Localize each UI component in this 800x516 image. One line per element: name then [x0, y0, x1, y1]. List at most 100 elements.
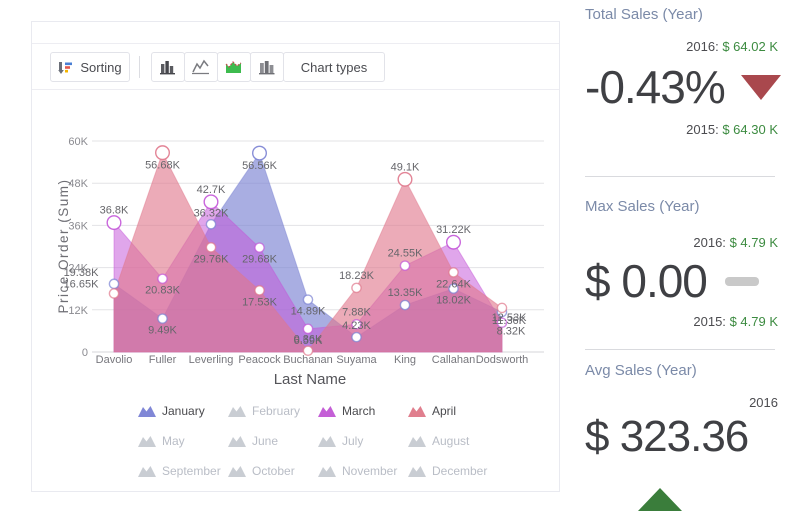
- svg-text:19.38K: 19.38K: [64, 267, 100, 279]
- svg-text:Callahan: Callahan: [432, 354, 475, 366]
- svg-text:9.49K: 9.49K: [148, 325, 177, 337]
- svg-text:56.68K: 56.68K: [145, 160, 181, 172]
- legend-item-april[interactable]: April: [408, 396, 498, 426]
- svg-text:14.89K: 14.89K: [291, 306, 327, 318]
- area-series-icon: [228, 466, 246, 477]
- kpi-current-year-value: 2016: $ 64.02 K: [585, 39, 778, 54]
- area-series-icon: [228, 436, 246, 447]
- svg-text:0: 0: [82, 347, 88, 359]
- legend-label: November: [342, 464, 398, 478]
- legend-item-june[interactable]: June: [228, 426, 318, 456]
- sorting-button[interactable]: Sorting: [50, 52, 130, 82]
- svg-text:18.23K: 18.23K: [339, 270, 375, 282]
- svg-text:Fuller: Fuller: [149, 354, 177, 366]
- svg-text:36.32K: 36.32K: [194, 207, 230, 219]
- kpi-panel: Total Sales (Year) 2016: $ 64.02 K -0.43…: [585, 0, 781, 516]
- stacked-column-chart-type-button[interactable]: [250, 52, 284, 82]
- svg-text:8.32K: 8.32K: [497, 326, 526, 338]
- legend-label: October: [252, 464, 295, 478]
- svg-text:36.8K: 36.8K: [100, 205, 129, 217]
- svg-text:Suyama: Suyama: [336, 354, 377, 366]
- legend-label: August: [432, 434, 470, 448]
- legend-item-march[interactable]: March: [318, 396, 408, 426]
- svg-text:12K: 12K: [68, 305, 88, 317]
- sorting-icon: [58, 61, 73, 74]
- kpi-title: Max Sales (Year): [585, 198, 700, 215]
- svg-text:Leverling: Leverling: [189, 354, 234, 366]
- area-series-icon: [318, 436, 336, 447]
- sorting-label: Sorting: [80, 59, 122, 75]
- legend-item-february[interactable]: February: [228, 396, 318, 426]
- legend-item-november[interactable]: November: [318, 456, 408, 486]
- kpi-title: Avg Sales (Year): [585, 362, 697, 379]
- area-series-icon: [318, 406, 336, 417]
- legend-label: April: [432, 404, 457, 418]
- column-chart-icon: [159, 61, 175, 75]
- legend-item-october[interactable]: October: [228, 456, 318, 486]
- kpi-big-value: -0.43%: [585, 61, 726, 113]
- kpi-year-label: 2016: [749, 395, 778, 410]
- card-header: [32, 22, 559, 44]
- chart-types-button[interactable]: Chart types: [283, 52, 385, 82]
- svg-text:Dodsworth: Dodsworth: [476, 354, 529, 366]
- svg-text:18.02K: 18.02K: [436, 295, 472, 307]
- area-chart-icon: [225, 61, 242, 73]
- svg-text:7.88K: 7.88K: [342, 306, 371, 318]
- legend-item-january[interactable]: January: [138, 396, 228, 426]
- svg-text:Buchanan: Buchanan: [283, 354, 333, 366]
- area-series-icon: [228, 406, 246, 417]
- svg-text:24.55K: 24.55K: [388, 248, 424, 260]
- svg-text:17.53K: 17.53K: [242, 296, 278, 308]
- kpi-divider: [585, 176, 775, 177]
- kpi-previous-year-value: 2015: $ 64.30 K: [585, 122, 778, 137]
- svg-text:13.35K: 13.35K: [388, 287, 424, 299]
- svg-text:29.68K: 29.68K: [242, 254, 278, 266]
- stacked-column-chart-icon: [258, 61, 274, 75]
- svg-text:6.59K: 6.59K: [294, 335, 323, 347]
- area-chart-type-button[interactable]: [217, 52, 251, 82]
- area-series-icon: [138, 466, 156, 477]
- legend-label: February: [252, 404, 301, 418]
- sales-area-chart[interactable]: 0 12K 24K 36K 48K 60K Price Order (Sum)19.38K 9…: [32, 90, 560, 392]
- chart-card: Sorting: [31, 21, 560, 492]
- kpi-big-value: $ 323.36: [585, 412, 749, 461]
- legend-label: March: [342, 404, 376, 418]
- kpi-year-amount: $ 64.02 K: [722, 39, 778, 54]
- svg-text:11.36K: 11.36K: [492, 315, 527, 327]
- kpi-big-value: $ 0.00: [585, 255, 708, 307]
- svg-text:12.53K: 12.53K: [492, 312, 528, 324]
- legend-item-july[interactable]: July: [318, 426, 408, 456]
- legend-item-september[interactable]: September: [138, 456, 228, 486]
- toolbar-divider: [139, 56, 140, 78]
- trend-down-icon: [740, 74, 781, 100]
- legend-item-may[interactable]: May: [138, 426, 228, 456]
- svg-text:42.7K: 42.7K: [197, 184, 226, 196]
- kpi-year-label: 2016:: [686, 39, 719, 54]
- area-series-icon: [408, 436, 426, 447]
- kpi-previous-year-value: 2015: $ 4.79 K: [585, 314, 778, 329]
- legend-item-december[interactable]: December: [408, 456, 498, 486]
- column-chart-type-button[interactable]: [151, 52, 185, 82]
- kpi-year-amount: $ 4.79 K: [729, 235, 778, 250]
- svg-text:Peacock: Peacock: [238, 354, 281, 366]
- kpi-current-year-value: 2016: $ 4.79 K: [585, 235, 778, 250]
- legend-item-august[interactable]: August: [408, 426, 498, 456]
- chart-area: 0 12K 24K 36K 48K 60K Price Order (Sum) 19.38K 9…: [32, 90, 559, 392]
- svg-text:20.83K: 20.83K: [145, 285, 181, 297]
- kpi-avg-sales: Avg Sales (Year) 2016 $ 323.36: [585, 362, 778, 511]
- line-chart-type-button[interactable]: [184, 52, 218, 82]
- legend-label: July: [342, 434, 364, 448]
- legend-label: September: [162, 464, 221, 478]
- svg-text:36K: 36K: [68, 220, 88, 232]
- kpi-year-amount: $ 4.79 K: [729, 314, 778, 329]
- chart-types-label: Chart types: [300, 59, 368, 75]
- kpi-max-sales: Max Sales (Year) 2016: $ 4.79 K $ 0.00 2…: [585, 198, 778, 329]
- chart-toolbar: Sorting: [32, 44, 559, 90]
- svg-text:31.22K: 31.22K: [436, 224, 472, 236]
- area-series-icon: [318, 466, 336, 477]
- area-series-icon: [138, 406, 156, 417]
- kpi-title: Total Sales (Year): [585, 6, 703, 23]
- kpi-year-label: 2015:: [686, 122, 719, 137]
- legend-label: May: [162, 434, 185, 448]
- kpi-total-sales: Total Sales (Year) 2016: $ 64.02 K -0.43…: [585, 6, 781, 137]
